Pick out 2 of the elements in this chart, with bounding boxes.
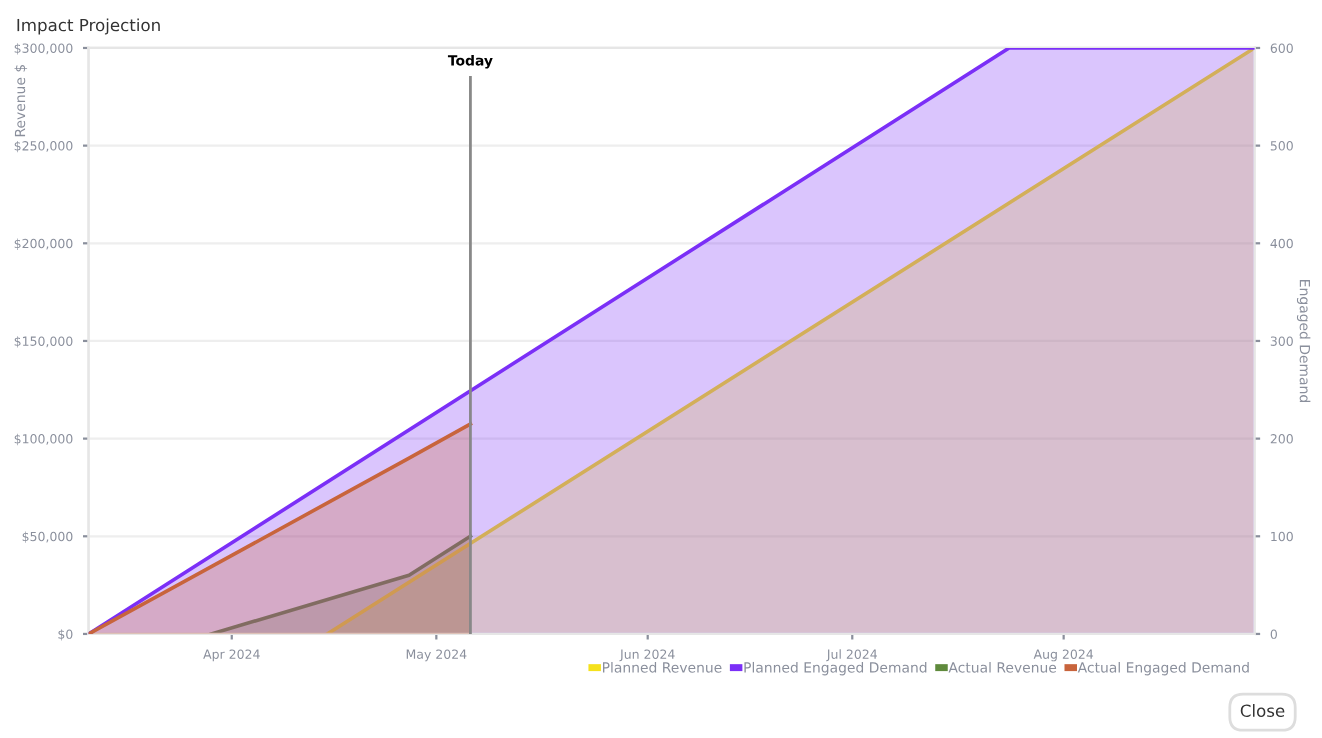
text: Close [1240,704,1285,718]
chart-title: Impact Projection [17,18,160,35]
